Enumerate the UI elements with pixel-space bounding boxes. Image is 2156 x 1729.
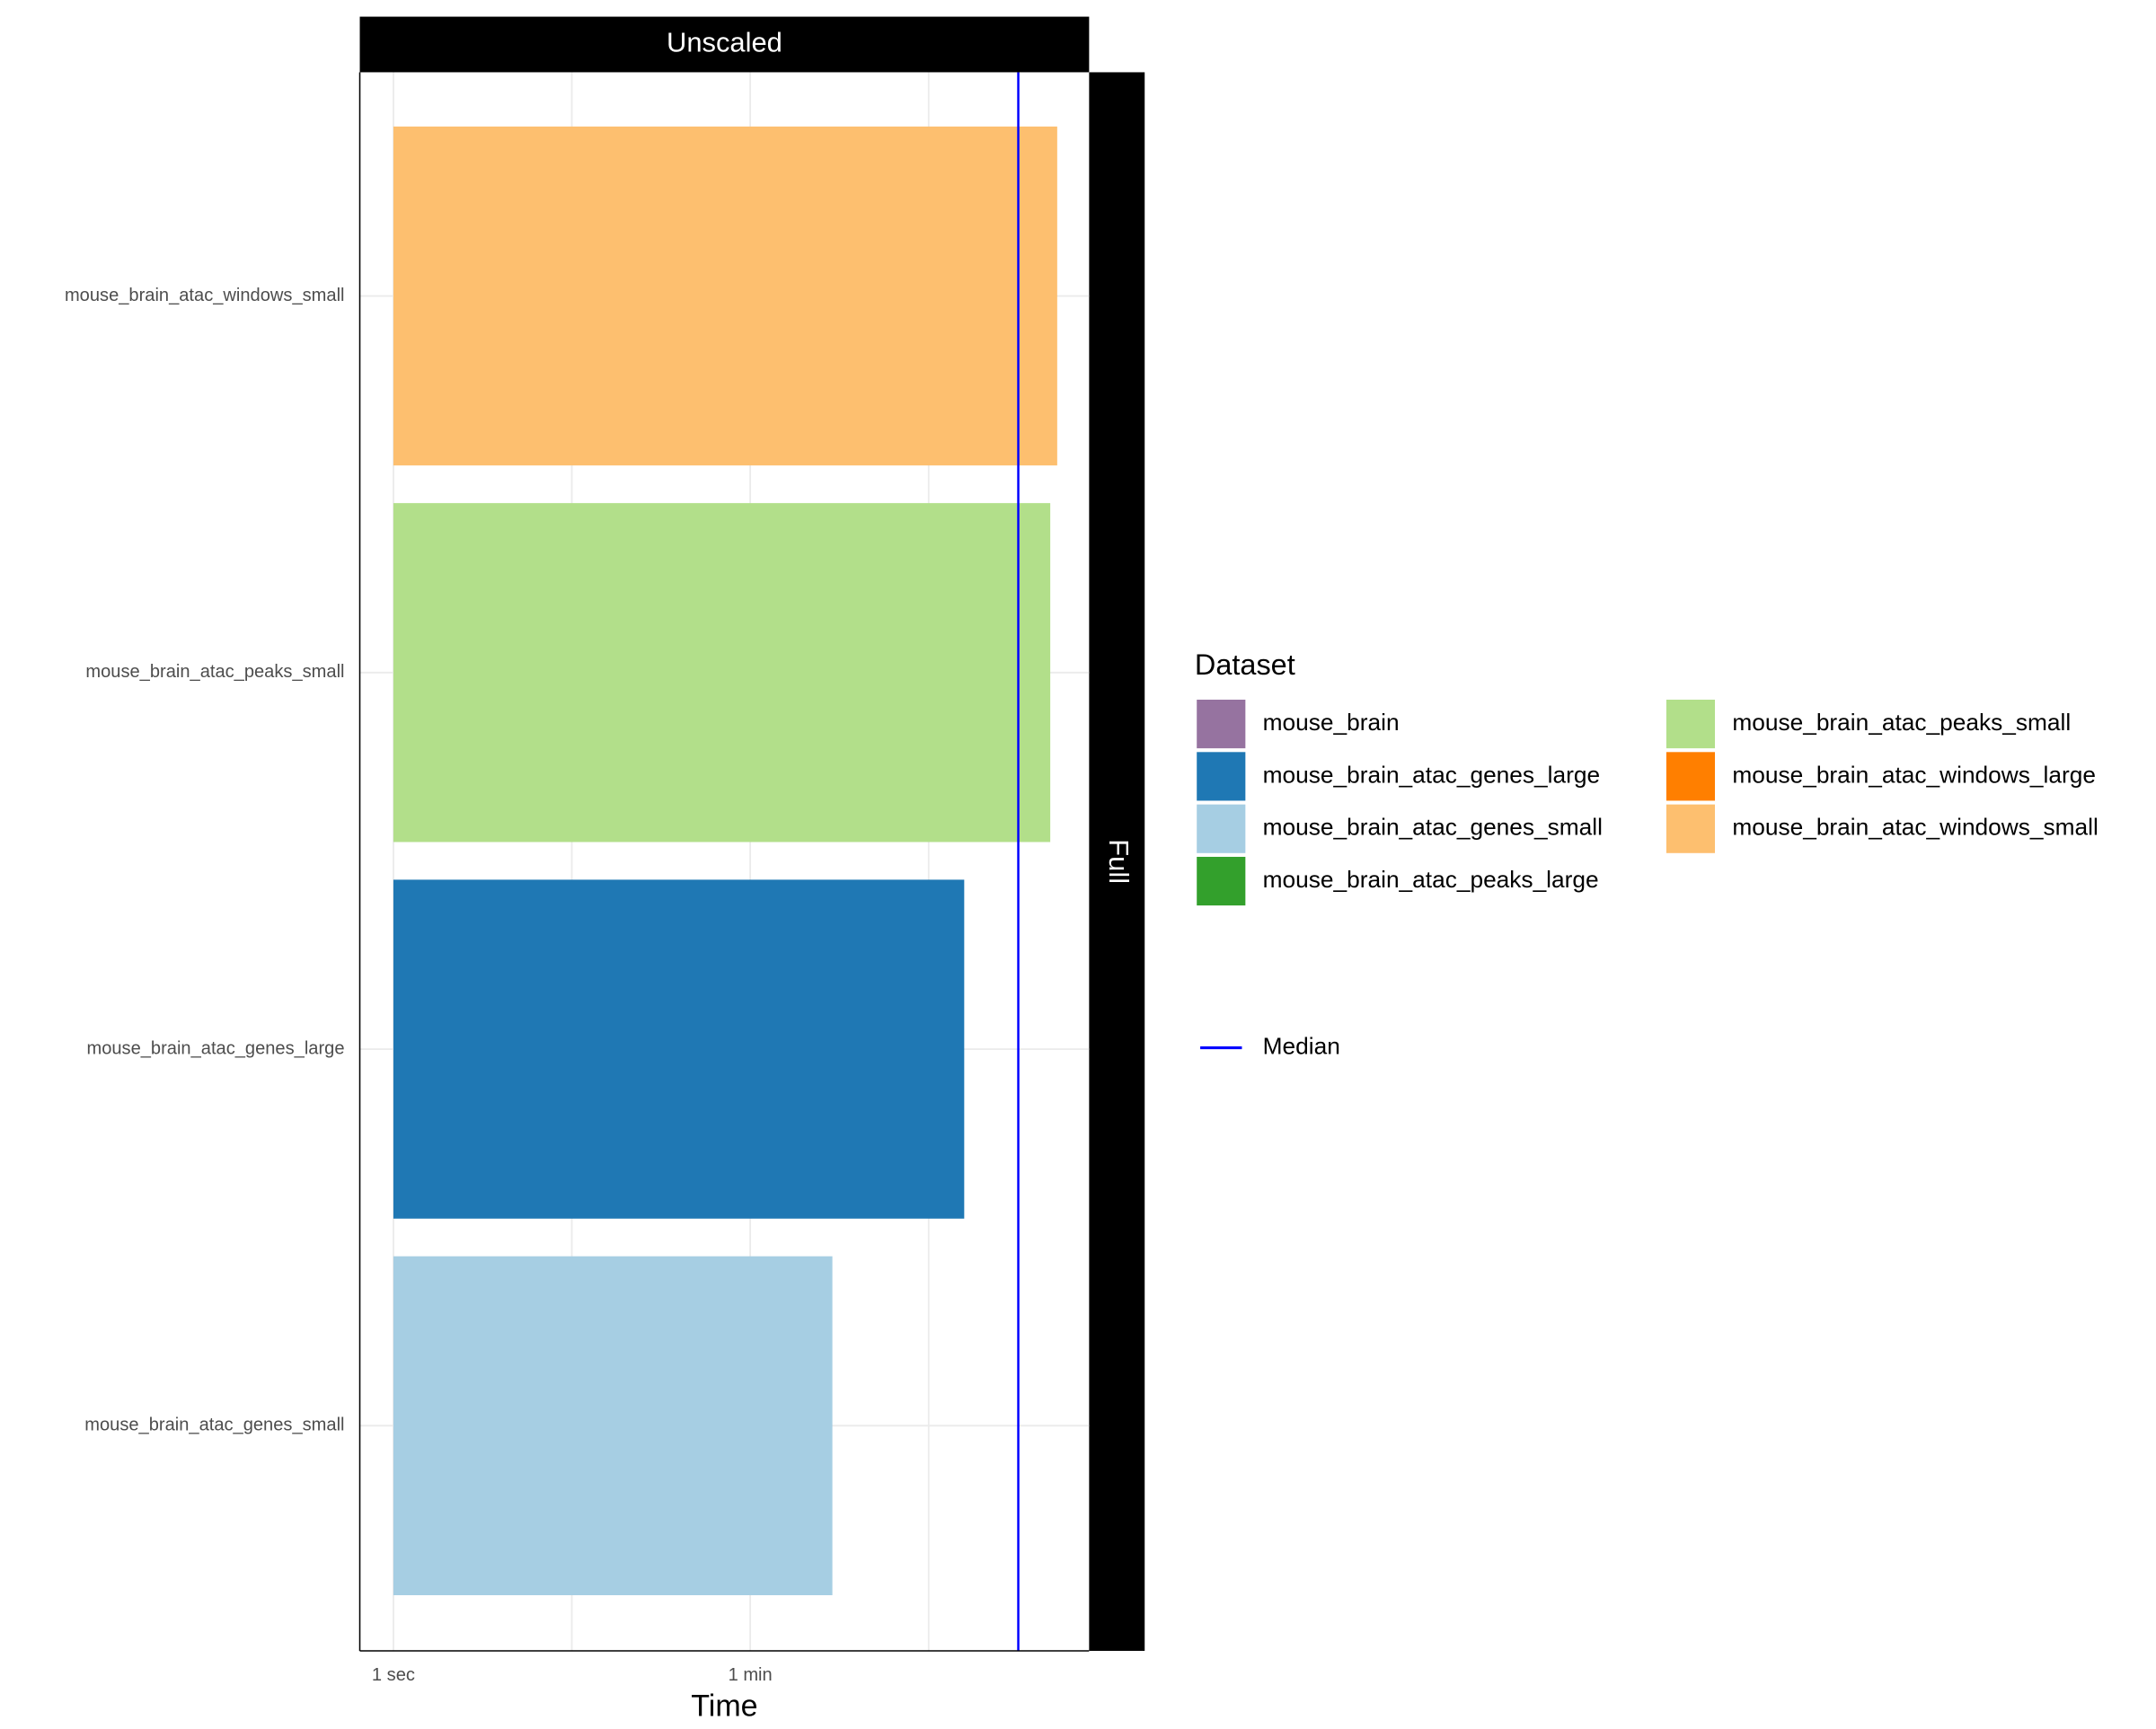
y-tick-label: mouse_brain_atac_genes_small (84, 1416, 344, 1435)
x-tick-label: 1 min (729, 1665, 773, 1685)
legend-title: Dataset (1195, 648, 1295, 681)
x-tick-label: 1 sec (372, 1665, 415, 1685)
y-tick-label: mouse_brain_atac_windows_small (65, 286, 345, 305)
bar (393, 879, 965, 1219)
y-tick-label: mouse_brain_atac_genes_large (86, 1038, 344, 1058)
marks (393, 72, 1057, 1652)
legend-label: mouse_brain_atac_windows_large (1732, 761, 2096, 788)
legend-label: mouse_brain_atac_peaks_large (1263, 866, 1599, 893)
bar (393, 1256, 833, 1596)
legend-swatch (1195, 803, 1247, 855)
x-axis-title: Time (691, 1689, 757, 1723)
bar (393, 126, 1057, 466)
legend-swatch (1195, 698, 1247, 750)
legend-swatch (1195, 855, 1247, 907)
legend-label: mouse_brain_atac_genes_large (1263, 761, 1600, 788)
facet-label-top: Unscaled (667, 27, 782, 58)
legend-swatch (1665, 750, 1717, 803)
legend-label: mouse_brain_atac_genes_small (1263, 814, 1603, 841)
legend-label: mouse_brain_atac_windows_small (1732, 814, 2098, 841)
facet-strip-right (1089, 72, 1145, 1652)
y-tick-label: mouse_brain_atac_peaks_small (85, 662, 344, 682)
legend-label: mouse_brain_atac_peaks_small (1732, 709, 2071, 736)
legend-swatch (1665, 698, 1717, 750)
legend-swatch (1195, 750, 1247, 803)
facet-strip-top (359, 16, 1090, 73)
bar (393, 503, 1051, 842)
legend-label: mouse_brain (1263, 709, 1400, 736)
legend-label: Median (1263, 1032, 1340, 1059)
legend-swatch (1665, 803, 1717, 855)
facet-label-right: Full (1103, 839, 1135, 884)
